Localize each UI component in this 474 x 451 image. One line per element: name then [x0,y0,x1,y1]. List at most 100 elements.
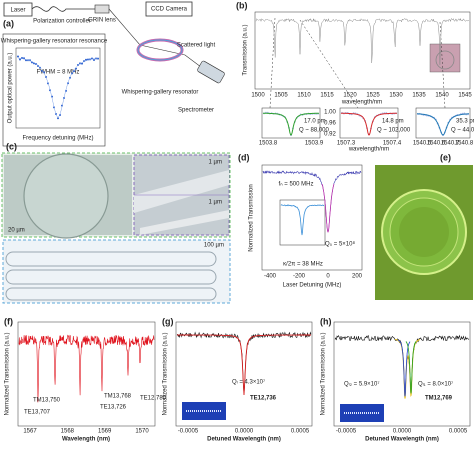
panel-label: (h) [320,316,332,326]
x-tick-label: 1540.8 [455,141,474,147]
zoom-axes [339,107,399,139]
x-tick-label: 1507.3 [337,141,356,147]
y-tick-label: 0.92 [324,132,336,138]
scale-label: 1 µm [209,200,222,206]
axis-label: Normalized Transmission [249,184,255,251]
axis-label: Normalized Transmission (a.u.) [5,332,11,415]
annotation: FWHM = 8 MHz [37,70,80,76]
axis-label: Output optical power (a.u.) [8,53,14,124]
zoom-lead [269,17,446,109]
mode-label: TM13,750 [33,398,61,404]
mode-label: TE13,726 [100,405,127,411]
panel-label: (e) [440,152,451,162]
annotation: Q₀ = 5×10⁸ [325,241,356,248]
axis-label: Detuned Wavelength (nm) [365,437,439,443]
annotation: 35.3 pm [456,119,474,125]
x-tick-label: 200 [352,274,363,280]
x-tick-label: 0.0000 [235,429,254,435]
x-tick-label: 1567 [23,429,37,435]
inset-title: Whispering-gallery resonator resonance [1,39,108,45]
fit-line [321,183,335,233]
data-point [37,64,39,67]
x-tick-label: 1525 [366,93,380,99]
d-axes [261,164,363,271]
x-tick-label: 1540 [435,93,449,99]
x-tick-label: 1569 [98,429,112,435]
x-tick-label: 1530 [389,93,403,99]
data-point [93,58,95,61]
x-tick-label: 1507.4 [383,141,402,147]
x-tick-label: 0 [326,274,330,280]
x-tick-label: 1545 [458,93,472,99]
c-ring [23,153,109,239]
e-ring [399,207,449,257]
mode-label: TE12,736 [250,396,277,402]
racetrack [5,287,217,301]
data-point [79,62,81,65]
b-image [429,43,461,73]
data-point [19,58,21,61]
c-sem-edge [134,170,229,213]
spectrum-line [255,17,470,65]
x-tick-label: 1505 [274,93,288,99]
scale-label: 20 µm [8,228,25,234]
mode-label: TM13,768 [104,394,132,400]
axis-label: Normalized Transmission (a.u.) [163,332,169,415]
annotation: Q ~ 44,000 [451,128,474,134]
component-label: Spectrometer [178,108,214,114]
x-tick-label: 1540.5 [413,141,432,147]
x-tick-label: -0.0005 [178,429,199,435]
component-label: Whispering-gallery resonator [122,90,199,96]
y-tick-label: 1.00 [324,110,336,116]
fit-line [340,112,398,136]
data-point [23,57,25,60]
axis-label: Laser Detuning (MHz) [283,283,342,289]
annotation: Qₗ₁ = 8.0×10⁷ [418,381,453,388]
annotation: fₙ = 500 MHz [279,182,314,188]
mode-label: TM12,769 [425,396,453,402]
axis-label: wavelength/nm [348,147,389,153]
panel-label: (a) [3,18,14,28]
inset-frame [2,33,106,147]
axis-label: Frequency detuning (MHz) [22,136,93,142]
c-racetrack-frame [2,239,231,304]
annotation: Qₗ₂ = 5.9×10⁷ [344,381,380,388]
axis-label: Wavelength (nm) [62,437,110,443]
x-tick-label: 1503.8 [259,141,278,147]
fit-line [177,334,311,396]
x-tick-label: 1520 [343,93,357,99]
spectrum-line [18,334,155,403]
h-axes [333,321,471,427]
fit-line [394,338,421,399]
x-tick-label: 1568 [61,429,75,435]
x-tick-label: 0.0005 [291,429,310,435]
component-label: Laser [10,8,25,14]
fiber [31,6,95,12]
scale-label: 100 µm [204,243,224,249]
b-image-ring [435,50,455,70]
laser-box [3,2,33,17]
fit-line [262,112,320,136]
x-tick-label: 1515 [320,93,334,99]
ccd-box [145,1,193,17]
x-tick-label: 0.0000 [393,429,412,435]
x-tick-label: 1503.9 [305,141,324,147]
mode-label: TE12,780 [140,396,167,402]
zoom-axes [415,107,471,139]
panel-label: (f) [4,316,13,326]
x-tick-label: -200 [293,274,306,280]
g-axes [175,321,313,427]
component-label: GRIN lens [88,18,116,24]
fit-line [417,113,469,136]
annotation: Q ~ 88,000 [299,128,330,134]
panel-label: (c) [6,141,17,151]
zoom-axes [261,107,321,139]
racetrack [5,269,217,285]
component-label: CCD Camera [151,7,188,13]
x-tick-label: 0.0005 [449,429,468,435]
inset-axes [15,47,101,129]
axis-label: wavelength/nm [341,100,382,106]
racetrack [5,251,217,267]
